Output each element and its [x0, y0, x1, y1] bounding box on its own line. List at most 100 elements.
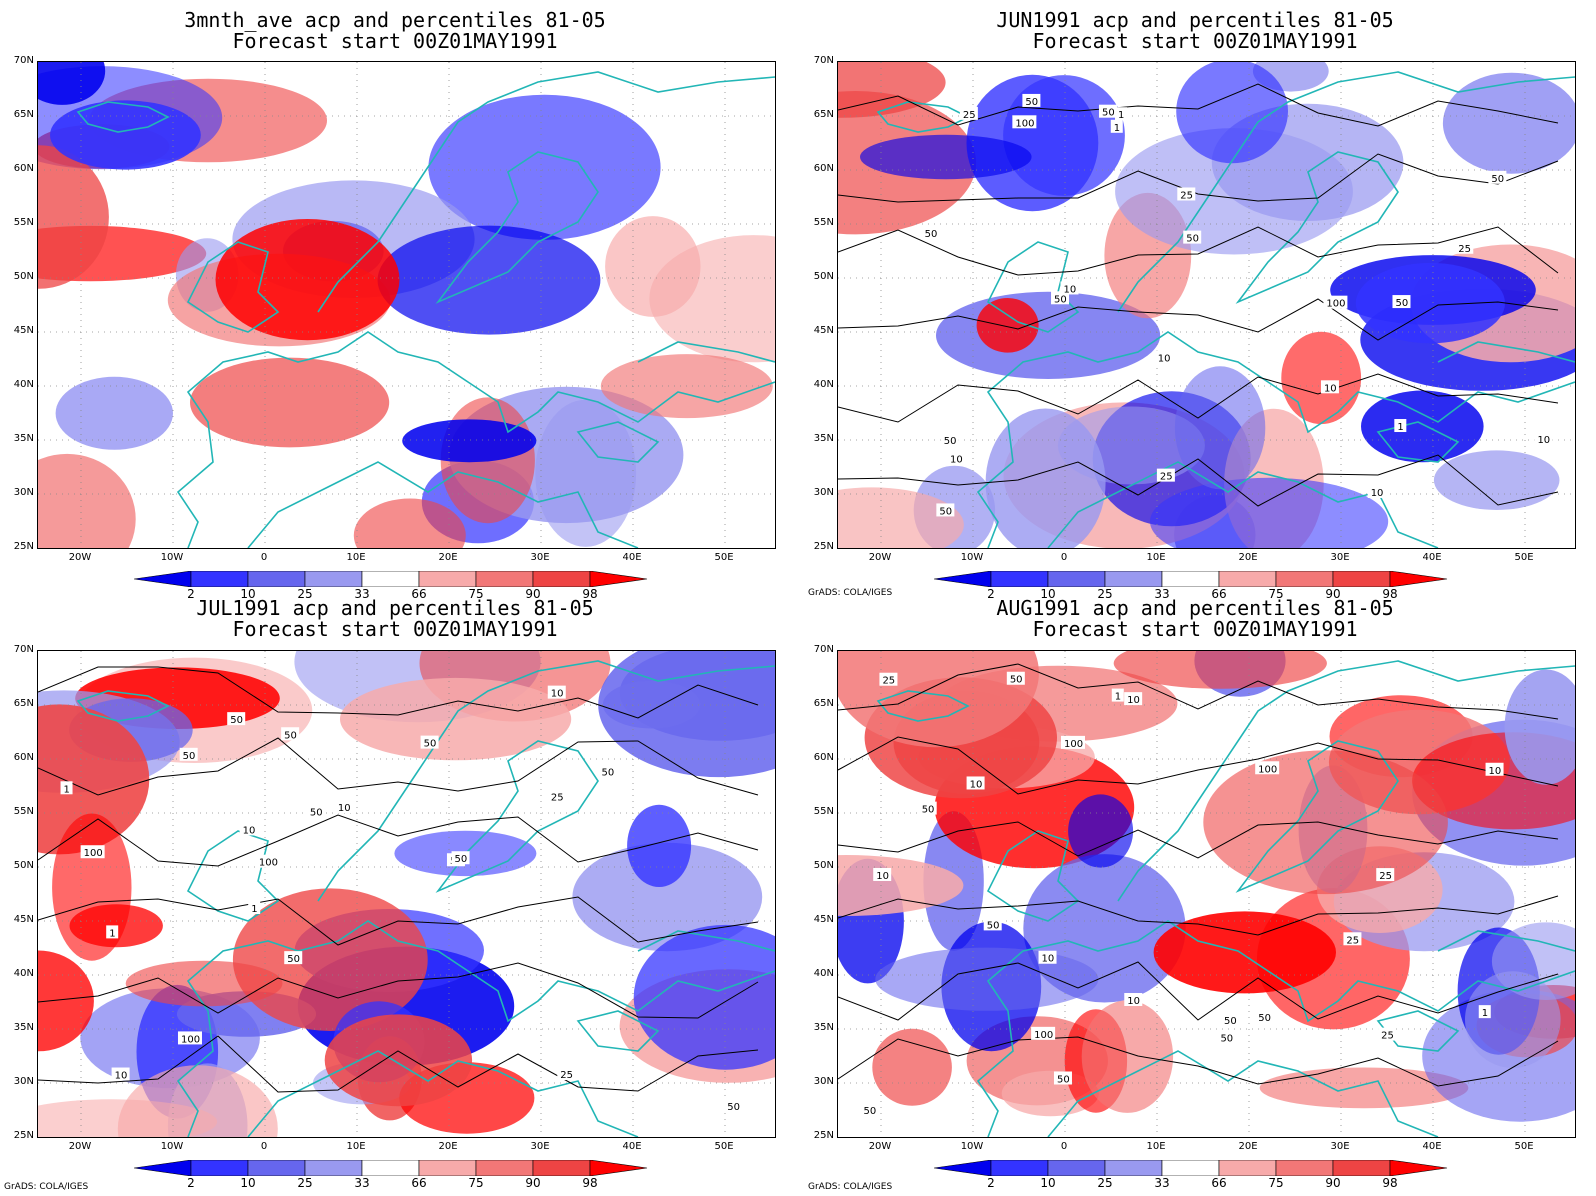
latitude-label: 40N: [813, 379, 834, 390]
contour-label: 25: [1376, 868, 1395, 882]
svg-text:10: 10: [1537, 435, 1550, 446]
coastline: [76, 101, 170, 133]
contour-label: 10: [1485, 762, 1504, 777]
latitude-label: 35N: [13, 1022, 34, 1033]
latitude-label: 50N: [813, 271, 834, 282]
coastline: [876, 101, 970, 133]
svg-text:10: 10: [1127, 695, 1140, 706]
latitude-label: 35N: [13, 433, 34, 444]
contour-label: 50: [179, 747, 198, 762]
latitude-label: 65N: [813, 698, 834, 709]
colorbar-segment: [1389, 571, 1448, 587]
contour-label: 10: [1320, 380, 1339, 394]
coastline: [247, 461, 639, 548]
colorbar-segment: [1161, 1160, 1220, 1176]
anomaly-shading: [966, 74, 1099, 212]
svg-text:25: 25: [1379, 871, 1392, 882]
anomaly-shading: [1442, 72, 1575, 174]
anomaly-shading: [976, 298, 1039, 353]
latitude-label: 65N: [13, 109, 34, 120]
contour-label: 100: [1012, 115, 1037, 129]
latitude-label: 60N: [13, 163, 34, 174]
colorbar-label: 75: [1268, 587, 1284, 601]
colorbar-segment: [532, 571, 591, 587]
latitude-label: 60N: [813, 752, 834, 763]
svg-text:1: 1: [1114, 123, 1120, 134]
latitude-label: 25N: [13, 541, 34, 552]
colorbar-label: 98: [1382, 587, 1398, 601]
map-panel-jul1991: JUL1991 acp and percentiles 81-05 Foreca…: [0, 598, 790, 1193]
colorbar-scale: [934, 571, 1448, 587]
svg-text:10: 10: [970, 779, 983, 790]
contour-label: 25: [879, 672, 898, 687]
precipitation-contour: [838, 153, 1559, 203]
svg-text:50: 50: [1220, 1033, 1233, 1044]
colorbar-segment: [1275, 1160, 1334, 1176]
longitude-label: 20E: [438, 1141, 458, 1152]
anomaly-shading: [38, 145, 109, 289]
contour-label: 10: [1367, 484, 1386, 499]
svg-text:10: 10: [551, 689, 564, 700]
colorbar-label: 10: [1040, 1176, 1056, 1190]
contour-label: 25: [547, 789, 566, 803]
anomaly-shading: [38, 950, 94, 1052]
longitude-label: 30E: [530, 1141, 550, 1152]
colorbar-label: 66: [411, 587, 427, 601]
precipitation-contour: [838, 663, 1559, 720]
contour-label: 10: [873, 867, 892, 882]
svg-text:100: 100: [259, 858, 278, 869]
svg-text:25: 25: [882, 676, 895, 687]
svg-text:50: 50: [1102, 108, 1115, 119]
colorbar-segment: [1389, 1160, 1448, 1176]
colorbar-label: 10: [1040, 587, 1056, 601]
svg-text:10: 10: [1489, 766, 1502, 777]
contour-label: 50: [420, 735, 439, 750]
colorbar-segment: [934, 571, 992, 587]
colorbar-segment: [361, 571, 420, 587]
coastline: [1376, 421, 1460, 463]
anomaly-shading: [1153, 911, 1336, 994]
anomaly-shading: [1115, 128, 1353, 255]
coastline: [1235, 740, 1399, 893]
anomaly-shading: [838, 855, 964, 916]
colorbar-label: 98: [1382, 1176, 1398, 1190]
anomaly-shading: [38, 62, 106, 105]
colorbar-segment: [1218, 571, 1277, 587]
svg-text:10: 10: [1324, 383, 1337, 394]
contour-label: 50: [1392, 295, 1411, 309]
contour-label: 100: [1323, 295, 1348, 310]
longitude-label: 20W: [68, 552, 92, 563]
anomaly-shading: [985, 408, 1106, 548]
svg-text:10: 10: [115, 1071, 128, 1082]
anomaly-shading: [232, 888, 428, 1031]
coastline: [1235, 151, 1399, 304]
contour-label: 50: [1022, 93, 1041, 108]
svg-text:50: 50: [602, 767, 615, 778]
contour-label: 1: [1111, 688, 1124, 703]
contour-label: 1: [106, 925, 119, 939]
svg-text:10: 10: [1042, 954, 1055, 965]
anomaly-shading: [50, 100, 201, 170]
colorbar-segment: [990, 571, 1049, 587]
contour-label: 50: [1217, 1030, 1236, 1044]
svg-text:50: 50: [925, 229, 938, 240]
contour-label: 50: [281, 727, 300, 741]
latitude-label: 40N: [13, 968, 34, 979]
coastline: [1437, 930, 1575, 952]
colorbar-label: 25: [297, 587, 313, 601]
longitude-label: 20E: [1238, 1141, 1258, 1152]
colorbar-scale: [134, 1160, 648, 1176]
latitude-label: 70N: [813, 644, 834, 655]
precipitation-contour: [838, 83, 1559, 127]
latitude-label: 45N: [13, 914, 34, 925]
contour-label: 50: [451, 851, 470, 865]
latitude-label: 55N: [13, 217, 34, 228]
panel-subtitle: Forecast start 00Z01MAY1991: [1032, 29, 1358, 53]
longitude-label: 10E: [1146, 552, 1166, 563]
latitude-label: 70N: [13, 644, 34, 655]
coastline: [176, 920, 775, 1137]
anomaly-shading: [402, 419, 537, 463]
panel-subtitle: Forecast start 00Z01MAY1991: [1032, 617, 1358, 641]
svg-text:10: 10: [1127, 996, 1140, 1007]
longitude-label: 50E: [714, 1141, 734, 1152]
